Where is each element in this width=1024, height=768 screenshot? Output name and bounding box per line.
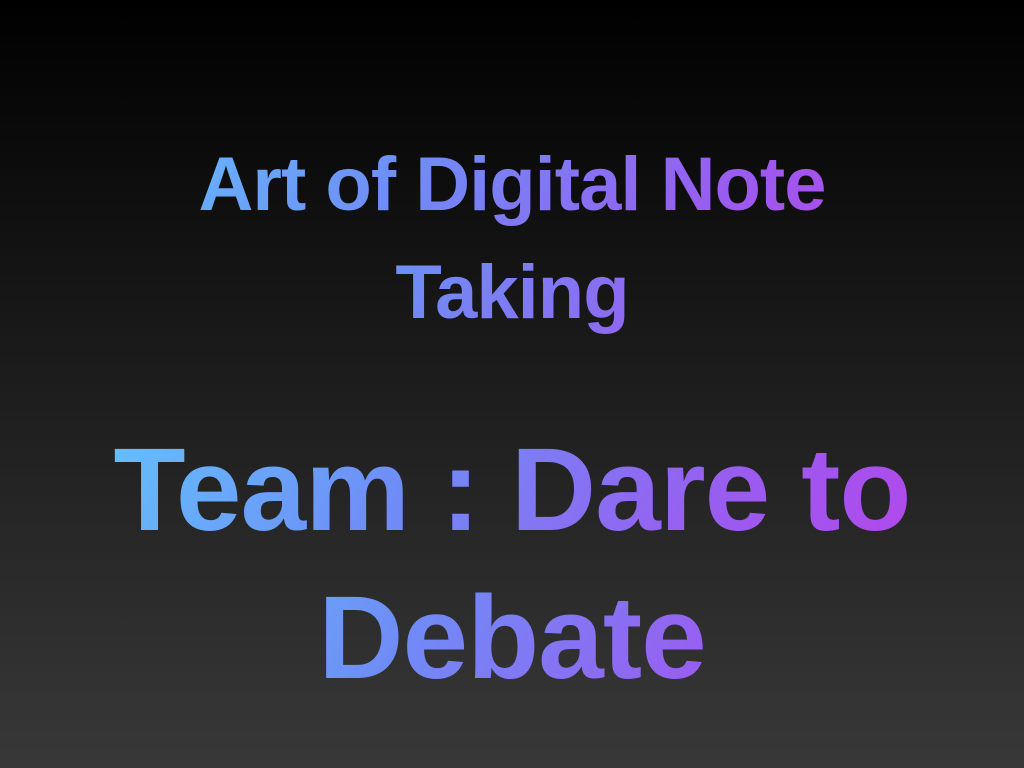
slide-title-line-2: Taking xyxy=(0,239,1024,347)
slide-subtitle: Team : Dare to Debate xyxy=(0,416,1024,712)
slide-title: Art of Digital Note Taking xyxy=(0,131,1024,347)
slide-subtitle-line-1: Team : Dare to xyxy=(0,416,1024,564)
slide-title-line-1: Art of Digital Note xyxy=(0,131,1024,239)
slide-subtitle-line-2: Debate xyxy=(0,564,1024,712)
